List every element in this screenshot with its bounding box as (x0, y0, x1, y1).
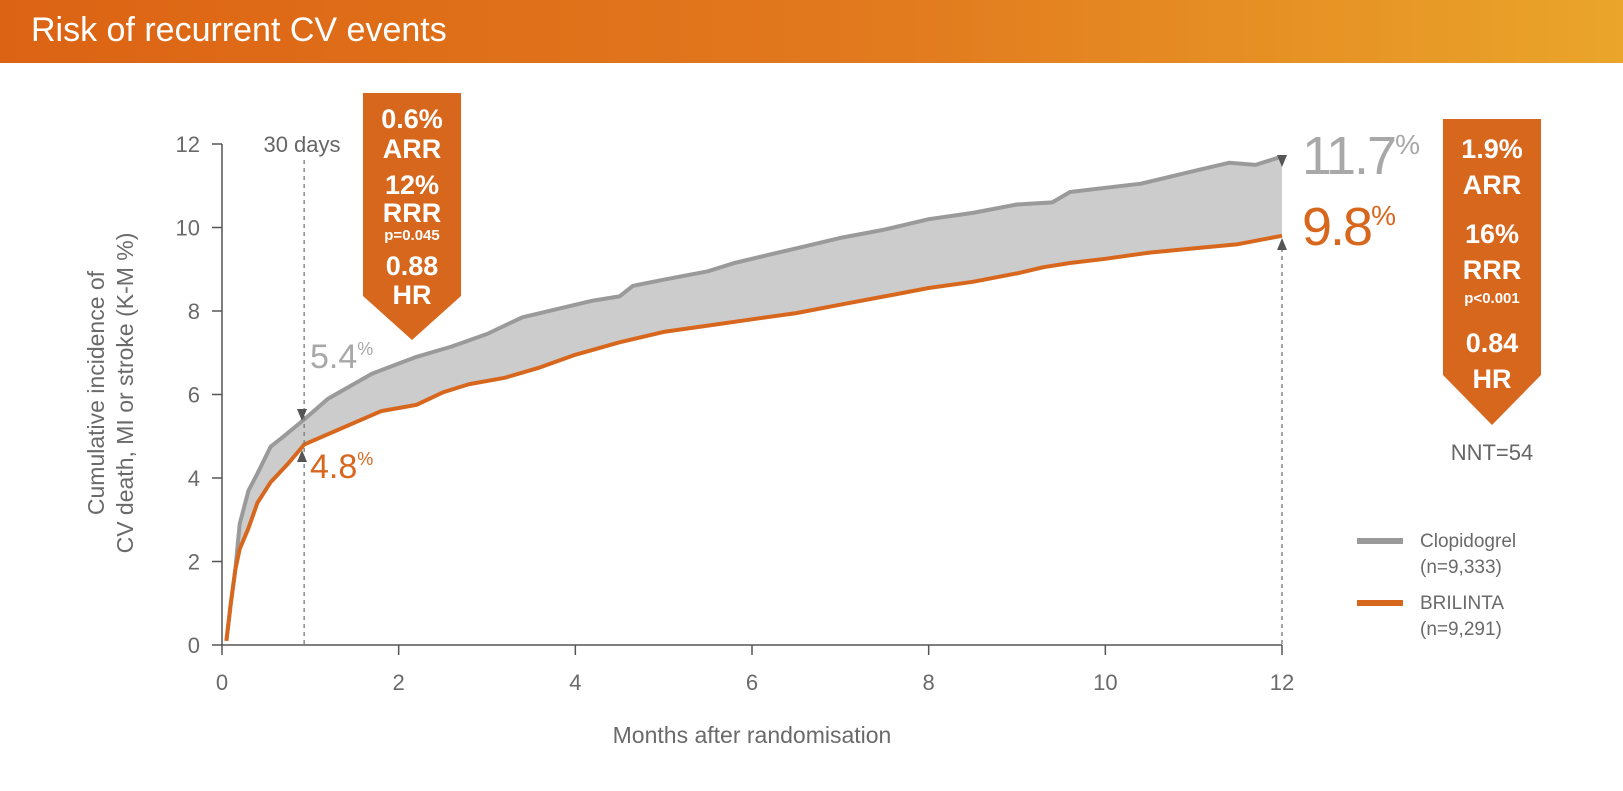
page-title: Risk of recurrent CV events (31, 11, 447, 49)
x-tick-label: 4 (569, 670, 581, 695)
brilinta-12m-arrow (1277, 238, 1287, 250)
svg-text:0.88: 0.88 (386, 251, 439, 281)
x-axis-label: Months after randomisation (613, 722, 892, 748)
y-tick-label: 12 (176, 132, 200, 157)
svg-text:RRR: RRR (383, 198, 442, 228)
legend: Clopidogrel (n=9,333) BRILINTA (n=9,291) (1357, 531, 1516, 640)
x-tick-label: 8 (923, 670, 935, 695)
header-banner: Risk of recurrent CV events (0, 0, 1623, 63)
x-tick-label: 0 (216, 670, 228, 695)
svg-text:0.84: 0.84 (1466, 328, 1519, 358)
y-tick-label: 2 (188, 550, 200, 575)
y-axis-label-line-1: Cumulative incidence of (83, 270, 109, 515)
legend-n-brilinta: (n=9,291) (1420, 619, 1502, 640)
clopidogrel-30d-rate: 5.4% (310, 338, 373, 376)
y-tick-label: 6 (188, 383, 200, 408)
clopidogrel-12m-rate: 11.7% (1302, 126, 1419, 186)
x-tick-label: 12 (1270, 670, 1294, 695)
nnt-label: NNT=54 (1451, 440, 1534, 465)
difference-area (226, 156, 1282, 641)
x-tick-label: 2 (393, 670, 405, 695)
y-tick-label: 4 (188, 466, 200, 491)
twelve-month-stats-box: 1.9% ARR 16% RRR p<0.001 0.84 HR (1443, 119, 1541, 425)
brilinta-12m-rate: 9.8% (1302, 197, 1395, 257)
y-tick-label: 8 (188, 299, 200, 324)
svg-text:16%: 16% (1465, 219, 1519, 249)
svg-text:1.9%: 1.9% (1461, 134, 1523, 164)
x-tick-label: 10 (1093, 670, 1117, 695)
y-tick-label: 0 (188, 633, 200, 658)
svg-text:0.6%: 0.6% (381, 104, 443, 134)
thirty-day-label: 30 days (263, 132, 340, 157)
svg-text:HR: HR (393, 280, 432, 310)
svg-text:p=0.045: p=0.045 (384, 227, 439, 244)
series-line-clopidogrel (224, 154, 1283, 642)
thirty-day-stats-box: 0.6% ARR 12% RRR p=0.045 0.88 HR (363, 93, 461, 340)
svg-text:ARR: ARR (383, 134, 442, 164)
svg-text:RRR: RRR (1463, 255, 1522, 285)
svg-text:ARR: ARR (1463, 170, 1522, 200)
clopidogrel-30d-arrow (297, 409, 307, 421)
svg-text:HR: HR (1473, 364, 1512, 394)
legend-label-clopidogrel: Clopidogrel (1420, 531, 1516, 552)
brilinta-30d-arrow (297, 450, 307, 462)
x-tick-label: 6 (746, 670, 758, 695)
y-axis-label-line-2: CV death, MI or stroke (K-M %) (112, 233, 138, 554)
legend-label-brilinta: BRILINTA (1420, 593, 1504, 614)
brilinta-30d-rate: 4.8% (310, 448, 373, 486)
legend-n-clopidogrel: (n=9,333) (1420, 557, 1502, 578)
y-ticks: 0 2 4 6 8 10 12 (176, 132, 222, 658)
svg-text:12%: 12% (385, 170, 439, 200)
x-ticks: 0 2 4 6 8 10 12 (216, 645, 1294, 695)
series-line-brilinta (224, 233, 1283, 642)
svg-text:p<0.001: p<0.001 (1464, 290, 1519, 307)
clopidogrel-12m-arrow (1277, 155, 1287, 167)
y-tick-label: 10 (176, 216, 200, 241)
